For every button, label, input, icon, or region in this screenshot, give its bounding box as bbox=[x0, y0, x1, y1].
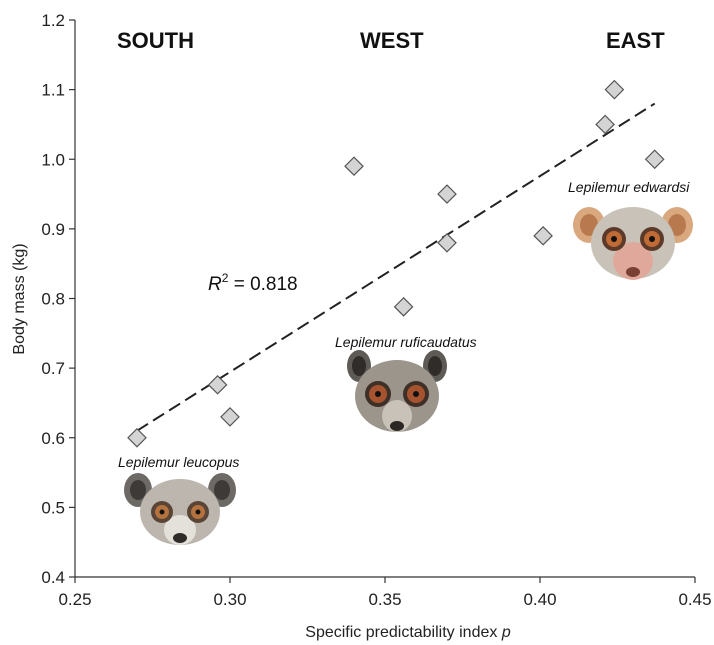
y-axis-title: Body mass (kg) bbox=[11, 243, 28, 354]
region-label-south: SOUTH bbox=[117, 28, 194, 53]
y-tick-label: 0.5 bbox=[41, 498, 65, 517]
x-tick-label: 0.25 bbox=[58, 590, 91, 609]
r-superscript: 2 bbox=[222, 271, 229, 285]
y-tick-label: 1.2 bbox=[41, 11, 65, 30]
r-squared-value: = 0.818 bbox=[228, 274, 297, 295]
species-label-leucopus: Lepilemur leucopus bbox=[118, 454, 239, 470]
r-squared-annotation: R2 = 0.818 bbox=[208, 271, 298, 295]
y-ticks: 0.4 0.5 0.6 0.7 0.8 0.9 1.0 1.1 1.2 bbox=[41, 11, 75, 587]
data-point bbox=[437, 232, 457, 253]
y-tick-label: 1.0 bbox=[41, 150, 65, 169]
x-axis-title: Specific predictability index p bbox=[305, 624, 511, 641]
y-tick-label: 0.4 bbox=[41, 568, 65, 587]
lemur-face-edwardsi-icon bbox=[573, 207, 693, 280]
y-tick-label: 0.6 bbox=[41, 429, 65, 448]
data-points bbox=[127, 79, 665, 448]
data-point bbox=[437, 184, 457, 204]
data-point bbox=[644, 149, 665, 170]
x-ticks: 0.25 0.30 0.35 0.40 0.45 bbox=[58, 577, 712, 609]
data-point bbox=[604, 79, 625, 100]
data-point bbox=[595, 114, 615, 135]
lemur-face-leucopus-icon bbox=[124, 473, 236, 545]
data-point bbox=[533, 225, 553, 246]
data-point bbox=[344, 156, 364, 177]
lemur-face-ruficaudatus-icon bbox=[347, 350, 447, 432]
species-label-ruficaudatus: Lepilemur ruficaudatus bbox=[335, 334, 477, 350]
data-point bbox=[127, 427, 147, 448]
y-tick-label: 1.1 bbox=[41, 81, 65, 100]
region-label-east: EAST bbox=[606, 28, 665, 53]
r-letter: R bbox=[208, 274, 222, 295]
x-axis-title-text: Specific predictability index bbox=[305, 624, 502, 641]
x-tick-label: 0.40 bbox=[523, 590, 556, 609]
data-point bbox=[220, 407, 240, 427]
y-tick-label: 0.9 bbox=[41, 220, 65, 239]
data-point bbox=[207, 374, 228, 395]
y-tick-label: 0.8 bbox=[41, 290, 65, 309]
x-tick-label: 0.45 bbox=[678, 590, 711, 609]
trendline bbox=[136, 102, 656, 432]
region-label-west: WEST bbox=[360, 28, 424, 53]
data-point bbox=[393, 297, 414, 317]
species-label-edwardsi: Lepilemur edwardsi bbox=[568, 179, 690, 195]
x-axis-title-italic: p bbox=[501, 624, 511, 641]
x-tick-label: 0.35 bbox=[368, 590, 401, 609]
x-tick-label: 0.30 bbox=[213, 590, 246, 609]
y-tick-label: 0.7 bbox=[41, 359, 65, 378]
